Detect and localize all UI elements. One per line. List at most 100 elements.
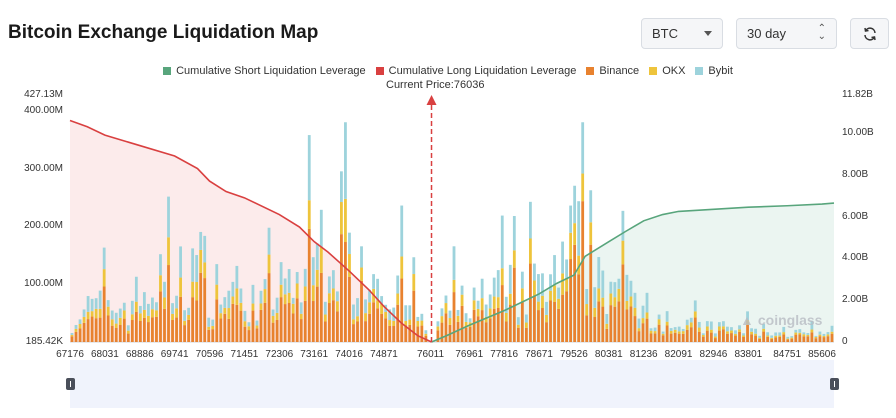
- bar-okx: [685, 325, 689, 330]
- bar-bybit: [163, 281, 166, 298]
- bar-bybit: [601, 270, 605, 298]
- watermark: ▲ coinglass: [740, 312, 822, 328]
- bar-bybit: [287, 269, 291, 293]
- range-slider[interactable]: [70, 360, 834, 408]
- bar-okx: [171, 313, 174, 320]
- coin-select[interactable]: BTC: [641, 18, 723, 49]
- bar-okx: [641, 318, 645, 324]
- bar-binance: [758, 338, 762, 342]
- bar-bybit: [605, 314, 609, 324]
- bar-binance: [766, 336, 770, 342]
- bar-binance: [315, 286, 319, 342]
- bar-binance: [621, 264, 625, 342]
- bar-bybit: [529, 201, 532, 239]
- bar-bybit: [722, 321, 725, 327]
- legend-item-okx[interactable]: OKX: [649, 65, 685, 77]
- bar-bybit: [629, 280, 633, 297]
- bar-bybit: [569, 205, 573, 233]
- bar-bybit: [561, 241, 564, 274]
- bar-binance: [553, 301, 556, 342]
- bar-bybit: [810, 320, 814, 330]
- bar-binance: [520, 302, 524, 342]
- bar-binance: [533, 295, 536, 342]
- bar-okx: [585, 304, 589, 316]
- bar-okx: [239, 302, 243, 311]
- bar-okx: [480, 298, 484, 311]
- y-right-tick-label: 8.00B: [842, 168, 869, 180]
- bar-binance: [436, 330, 440, 342]
- bar-bybit: [472, 287, 476, 301]
- bar-okx: [235, 288, 239, 305]
- range-select[interactable]: 30 day ⌃ ⌄: [736, 18, 837, 49]
- bar-okx: [810, 329, 814, 333]
- bar-bybit: [762, 324, 766, 329]
- bar-binance: [480, 310, 484, 342]
- bar-okx: [90, 311, 94, 317]
- bar-bybit: [271, 309, 275, 316]
- legend-item-long[interactable]: Cumulative Long Liquidation Leverage: [375, 65, 576, 77]
- bar-bybit: [106, 300, 110, 307]
- bar-binance: [440, 322, 444, 342]
- bar-binance: [581, 201, 585, 342]
- legend-item-bybit[interactable]: Bybit: [695, 65, 733, 77]
- bar-okx: [766, 335, 770, 337]
- bar-okx: [98, 308, 102, 318]
- bar-binance: [335, 311, 339, 342]
- bar-bybit: [118, 308, 122, 318]
- bar-bybit: [818, 331, 822, 335]
- legend-item-short[interactable]: Cumulative Short Liquidation Leverage: [163, 65, 366, 77]
- bar-binance: [742, 337, 745, 342]
- bar-binance: [746, 324, 749, 342]
- bar-binance: [601, 306, 605, 342]
- bar-bybit: [476, 300, 480, 309]
- legend-item-binance[interactable]: Binance: [586, 65, 639, 77]
- bar-okx: [122, 310, 126, 319]
- bar-binance: [537, 310, 540, 342]
- bar-binance: [734, 335, 737, 342]
- bar-bybit: [368, 289, 371, 303]
- bar-okx: [340, 202, 343, 235]
- bar-okx: [637, 328, 641, 332]
- bar-bybit: [577, 201, 581, 256]
- bar-binance: [573, 244, 577, 342]
- short-cumulative-line: [431, 202, 835, 343]
- bar-binance: [661, 335, 665, 342]
- slider-handle-right[interactable]: [830, 378, 839, 390]
- y-right-tick-label: 4.00B: [842, 252, 869, 264]
- bar-okx: [251, 303, 255, 311]
- bar-okx: [500, 268, 504, 286]
- bar-binance: [794, 334, 798, 342]
- bar-bybit: [589, 190, 593, 223]
- bar-okx: [746, 320, 749, 325]
- bar-bybit: [754, 328, 757, 334]
- bar-okx: [504, 312, 508, 322]
- bar-binance: [86, 319, 90, 342]
- bar-binance: [826, 336, 830, 342]
- x-tick-label: 78671: [525, 349, 553, 360]
- bar-okx: [295, 283, 299, 299]
- bar-binance: [504, 321, 508, 342]
- bar-bybit: [436, 321, 440, 327]
- bar-bybit: [665, 311, 669, 322]
- bar-binance: [356, 321, 359, 342]
- bar-binance: [171, 319, 174, 342]
- bar-binance: [625, 309, 629, 342]
- y-right-tick-label: 6.00B: [842, 210, 869, 222]
- bar-okx: [569, 232, 573, 260]
- slider-handle-left[interactable]: [66, 378, 75, 390]
- bar-bybit: [90, 298, 94, 312]
- refresh-button[interactable]: [850, 18, 889, 49]
- bar-okx: [416, 321, 420, 327]
- bar-bybit: [500, 215, 504, 269]
- bar-okx: [247, 326, 251, 331]
- bar-binance: [340, 234, 343, 342]
- bar-binance: [738, 331, 741, 342]
- bar-okx: [291, 303, 295, 314]
- bar-binance: [645, 318, 649, 342]
- bar-binance: [151, 317, 154, 342]
- x-tick-label: 67176: [56, 349, 84, 360]
- bar-bybit: [492, 277, 496, 297]
- bar-bybit: [621, 210, 625, 241]
- bar-binance: [713, 338, 717, 342]
- bar-bybit: [830, 325, 834, 332]
